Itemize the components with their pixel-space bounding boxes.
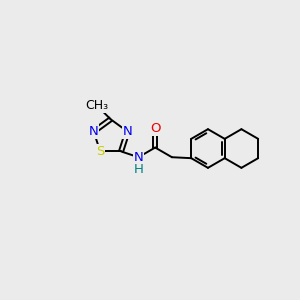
Text: N: N: [89, 125, 99, 138]
Text: O: O: [150, 122, 160, 135]
Text: N: N: [134, 151, 143, 164]
Text: H: H: [134, 163, 143, 176]
Text: N: N: [123, 125, 132, 138]
Text: CH₃: CH₃: [85, 99, 109, 112]
Text: S: S: [96, 145, 104, 158]
